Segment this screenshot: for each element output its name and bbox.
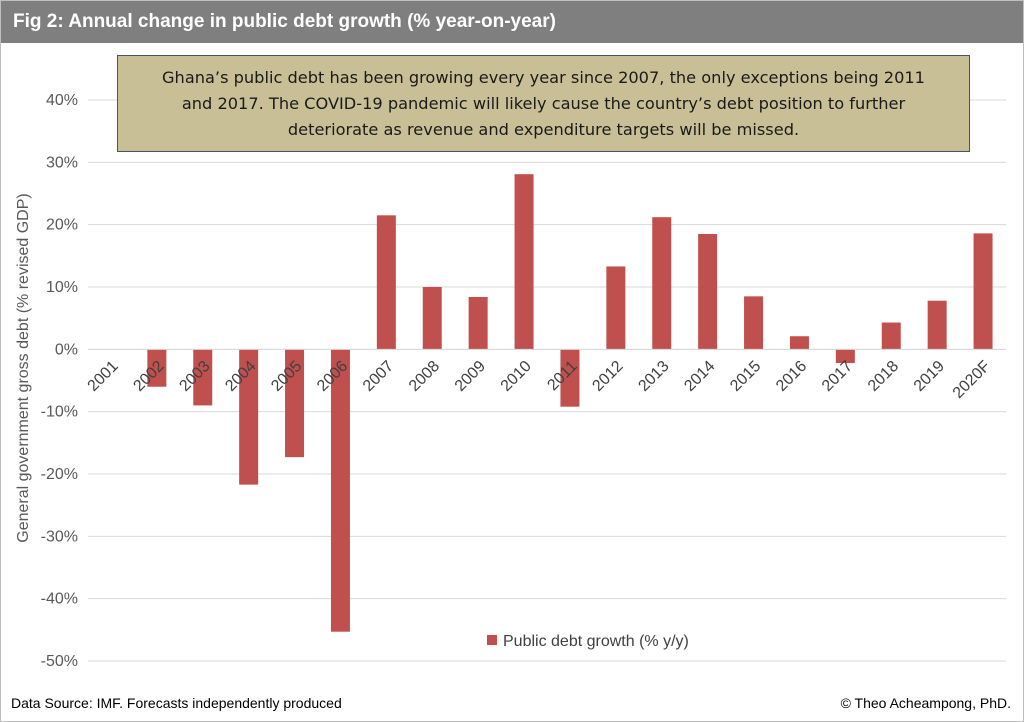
bar-2003 [193,349,213,406]
y-tick-label: 20% [46,217,78,234]
bars [147,174,993,632]
bar-2008 [422,287,442,350]
annotation-line-2: and 2017. The COVID-19 pandemic will lik… [181,94,906,113]
bar-2004 [239,349,259,485]
y-tick-label: 0% [55,341,78,358]
y-tick-label: -50% [41,653,78,670]
bar-2013 [652,217,672,350]
bar-2005 [285,349,305,458]
chart-title: Fig 2: Annual change in public debt grow… [13,11,556,32]
y-tick-label: -30% [41,528,78,545]
annotation-box: Ghana’s public debt has been growing eve… [117,55,970,152]
bar-2002 [147,349,167,387]
y-tick-label: 10% [46,279,78,296]
x-tick-label: 2012 [589,358,626,395]
y-tick-label: -40% [41,591,78,608]
annotation-line-1: Ghana’s public debt has been growing eve… [162,68,925,87]
bar-2012 [606,266,626,350]
x-tick-label: 2016 [773,358,810,395]
bar-2009 [468,296,488,350]
legend-label: Public debt growth (% y/y) [503,633,689,650]
y-axis-label: General government gross debt (% revised… [15,193,32,543]
legend: Public debt growth (% y/y) [487,633,689,651]
x-tick-label: 2001 [85,358,122,395]
y-tick-label: -20% [41,466,78,483]
x-tick-label: 2015 [727,358,764,395]
x-tick-label: 2020F [950,358,994,402]
x-tick-label: 2014 [681,358,718,395]
bar-2016 [789,336,809,350]
bar-2011 [560,349,580,407]
bar-2018 [881,322,901,350]
bar-2014 [698,234,718,350]
x-tick-label: 2010 [498,358,535,395]
annotation-line-3: deteriorate as revenue and expenditure t… [287,120,800,139]
y-tick-labels: -50% -40% -30% -20% -10% 0% 10% 20% 30% 40% [41,92,78,670]
bar-2017 [835,349,855,364]
data-source-note: Data Source: IMF. Forecasts independentl… [11,695,342,711]
x-tick-label: 2019 [911,358,948,395]
bar-2015 [744,296,764,350]
y-tick-label: -10% [41,404,78,421]
title-bar: Fig 2: Annual change in public debt grow… [1,1,1023,43]
x-tick-labels: 2001 2002 2003 2004 2005 2006 2007 2008 2009 2010… [85,358,994,402]
x-tick-label: 2018 [865,358,902,395]
x-tick-label: 2008 [406,358,443,395]
bar-2007 [376,215,396,350]
y-tick-label: 40% [46,92,78,109]
x-tick-label: 2013 [635,358,672,395]
x-tick-label: 2009 [452,358,489,395]
copyright-credit: © Theo Acheampong, PhD. [840,695,1011,711]
bar-2019 [927,300,947,350]
bar-2006 [330,349,350,632]
y-tick-label: 30% [46,154,78,171]
x-tick-label: 2007 [360,358,397,395]
bar-2010 [514,174,534,350]
bar-2020F [973,233,993,350]
legend-swatch [487,635,497,645]
x-tick-label: 2017 [819,358,856,395]
